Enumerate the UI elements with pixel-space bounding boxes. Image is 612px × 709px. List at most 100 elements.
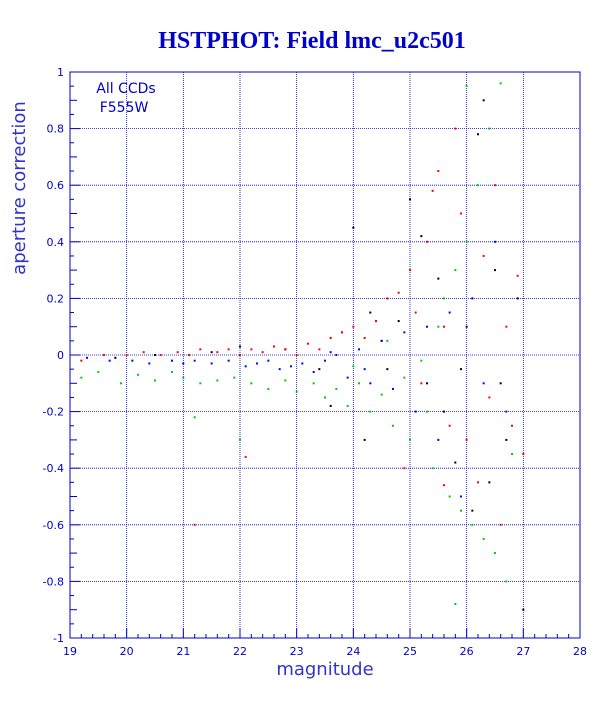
data-point: [465, 85, 468, 88]
data-point: [290, 365, 292, 368]
data-point: [505, 580, 508, 583]
data-point: [97, 370, 100, 373]
data-point: [522, 453, 525, 456]
y-tick-label: -1: [53, 632, 64, 645]
data-point: [80, 359, 83, 362]
data-point: [301, 362, 304, 365]
data-point: [454, 269, 457, 272]
y-axis-label: aperture correction: [9, 101, 30, 275]
data-point: [188, 354, 190, 356]
data-point: [210, 351, 213, 354]
data-point: [448, 311, 451, 314]
data-point: [397, 320, 400, 323]
x-tick-labels: 19 20 21 22 23 24 25 26 27 28: [63, 645, 587, 658]
x-tick-label: 27: [516, 645, 530, 658]
data-point: [420, 359, 423, 362]
data-point: [142, 351, 145, 354]
data-points: [80, 82, 525, 611]
data-point: [250, 382, 253, 385]
data-point: [499, 523, 502, 526]
data-point: [369, 410, 372, 413]
data-point: [454, 603, 457, 606]
data-point: [426, 382, 428, 385]
data-point: [494, 269, 496, 272]
data-point: [426, 325, 428, 328]
data-point: [516, 274, 519, 277]
data-point: [477, 481, 479, 484]
data-point: [392, 424, 394, 427]
data-point: [516, 297, 519, 300]
data-point: [369, 382, 372, 385]
data-point: [488, 481, 491, 484]
data-point: [352, 226, 355, 229]
data-point: [341, 331, 343, 334]
x-axis-label: magnitude: [276, 659, 373, 680]
y-tick-label: -0.8: [43, 575, 64, 588]
data-point: [448, 424, 451, 427]
y-tick-label: 1: [57, 66, 64, 79]
data-point: [154, 354, 156, 356]
data-point: [431, 467, 434, 470]
data-point: [443, 484, 445, 487]
data-point: [431, 189, 434, 192]
data-point: [403, 376, 406, 379]
data-point: [335, 354, 338, 356]
x-tick-label: 19: [63, 645, 77, 658]
data-point: [324, 359, 326, 362]
data-point: [171, 370, 173, 373]
data-point: [267, 387, 270, 390]
data-point: [267, 359, 270, 362]
data-point: [465, 438, 468, 441]
y-tick-label: -0.2: [43, 406, 64, 419]
data-point: [488, 127, 491, 130]
data-point: [511, 424, 513, 427]
data-point: [227, 359, 230, 362]
data-point: [482, 537, 485, 540]
y-tick-label: 0.4: [47, 236, 65, 249]
data-point: [426, 240, 428, 243]
data-point: [363, 368, 366, 371]
data-point: [465, 240, 468, 243]
data-point: [114, 356, 117, 359]
data-point: [86, 356, 88, 359]
data-point: [284, 379, 287, 382]
data-point: [358, 382, 360, 385]
data-point: [392, 387, 394, 390]
data-point: [386, 339, 389, 342]
data-point: [409, 269, 411, 272]
data-point: [295, 390, 298, 393]
data-point: [182, 362, 185, 365]
x-tick-label: 24: [346, 645, 360, 658]
y-tick-label: 0.6: [47, 179, 65, 192]
data-point: [137, 373, 139, 376]
data-point: [318, 368, 321, 371]
data-point: [511, 453, 513, 456]
data-point: [460, 368, 462, 371]
data-point: [182, 376, 185, 379]
data-point: [420, 382, 423, 385]
data-point: [414, 311, 417, 314]
data-point: [239, 354, 241, 356]
y-tick-label: 0.8: [47, 123, 65, 136]
data-point: [80, 376, 83, 379]
data-point: [465, 325, 468, 328]
x-tick-label: 26: [460, 645, 474, 658]
data-point: [295, 354, 298, 356]
data-point: [352, 325, 355, 328]
data-point: [329, 351, 332, 354]
data-point: [403, 467, 406, 470]
data-point: [159, 354, 162, 356]
data-point: [414, 410, 417, 413]
annotation-ccds: All CCDs: [96, 81, 155, 97]
annotation-filter: F555W: [100, 100, 149, 116]
data-point: [108, 359, 111, 362]
y-tick-label: 0.2: [47, 292, 65, 305]
y-tick-label: 0: [57, 349, 64, 362]
data-point: [386, 368, 389, 371]
data-point: [499, 82, 502, 85]
data-point: [363, 337, 366, 340]
x-tick-label: 23: [290, 645, 304, 658]
data-point: [386, 297, 389, 300]
